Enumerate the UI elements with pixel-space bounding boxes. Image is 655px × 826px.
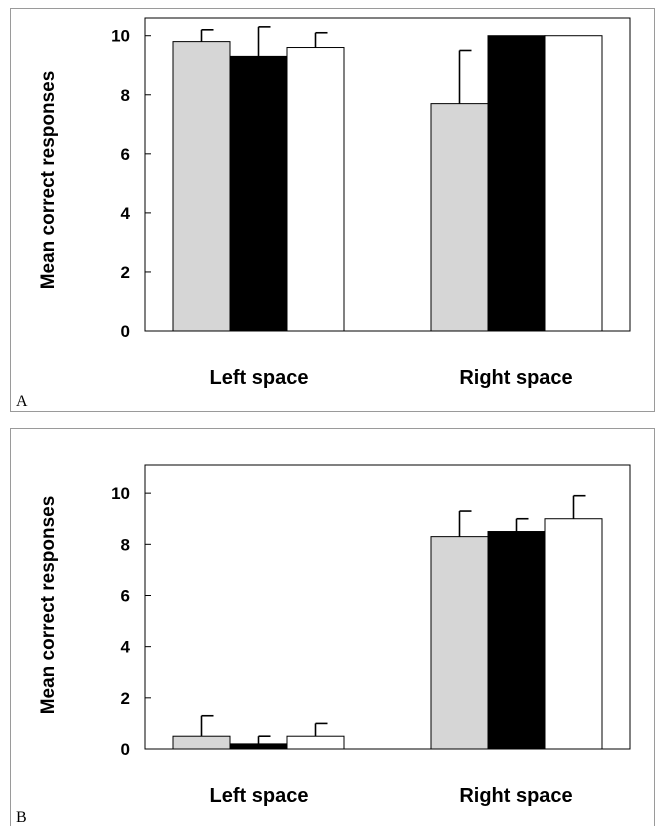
panel-b-bar — [544, 518, 603, 750]
panel-a-y-axis-label: Mean correct responses — [38, 71, 59, 290]
panel-b-label: B — [16, 809, 27, 826]
panel-a-category-label-right: Right space — [459, 367, 572, 389]
panel-b-y-axis-label: Mean correct responses — [38, 496, 59, 715]
panel-a-bar — [286, 47, 345, 332]
panel-a: Mean correct responses 0 2 4 6 8 10 Left spac… — [16, 17, 631, 410]
panel-b-bar — [430, 536, 489, 750]
panel-b-y-tick-label: 6 — [121, 586, 130, 605]
panel-a-bar — [172, 41, 231, 332]
panel-a-bar — [430, 103, 489, 332]
panel-b-y-tick-label: 4 — [121, 638, 131, 657]
panel-a-y-tick-label: 0 — [121, 322, 130, 341]
panel-b-y-tick-label: 0 — [121, 740, 130, 759]
panel-b-category-label-left: Left space — [210, 785, 309, 807]
panel-a-category-label-left: Left space — [210, 367, 309, 389]
panel-a-y-tick-label: 2 — [121, 263, 130, 282]
panel-a-y-tick-label: 4 — [121, 204, 131, 223]
panel-b-bar — [286, 735, 345, 750]
panel-a-y-tick-label: 6 — [121, 145, 130, 164]
panel-b-y-tick-label: 8 — [121, 535, 130, 554]
panel-b-bar — [172, 735, 231, 750]
panel-a-y-tick-label: 10 — [111, 27, 130, 46]
panel-a-y-tick-label: 8 — [121, 86, 130, 105]
panel-a-bar — [229, 55, 288, 332]
panel-b-bar — [487, 531, 546, 750]
panel-b-bar — [229, 743, 288, 750]
panel-a-label: A — [16, 393, 28, 410]
panel-a-bar — [487, 35, 546, 332]
panel-a-bar — [544, 35, 603, 332]
panel-b: Mean correct responses 0 2 4 6 8 10 Left spac… — [16, 464, 631, 826]
panel-b-y-tick-label: 10 — [111, 484, 130, 503]
panel-b-y-tick-label: 2 — [121, 689, 130, 708]
panel-b-category-label-right: Right space — [459, 785, 572, 807]
